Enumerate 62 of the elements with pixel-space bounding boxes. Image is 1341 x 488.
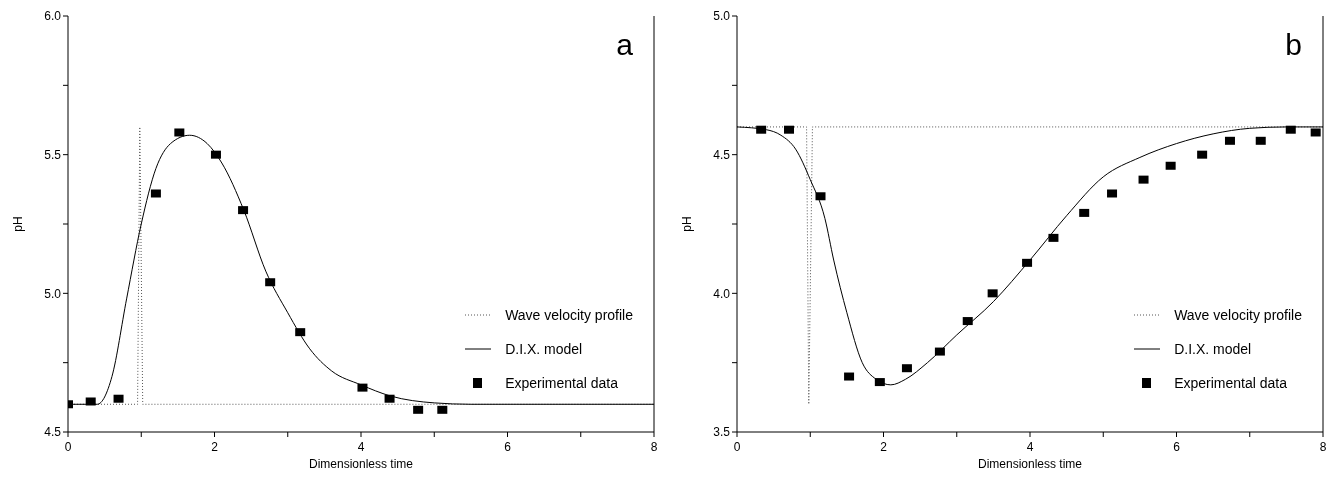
point: [1310, 128, 1321, 137]
y-axis-title: pH: [680, 216, 695, 232]
x-tick-label: 2: [211, 440, 219, 454]
point: [238, 206, 249, 215]
annotation: b: [1285, 28, 1302, 62]
point: [210, 150, 221, 159]
y-tick-label: 4.5: [713, 147, 731, 162]
point: [1224, 136, 1235, 145]
point: [987, 289, 998, 298]
legend-label: D.I.X. model: [505, 341, 583, 357]
point: [934, 347, 945, 356]
x-tick-label: 4: [1026, 440, 1034, 454]
point: [1079, 208, 1090, 217]
y-tick-label: 4.5: [44, 425, 62, 440]
x-tick-label: 6: [1173, 440, 1181, 454]
y-tick-label: 5.0: [44, 286, 62, 301]
y-tick-label: 4.0: [713, 286, 731, 301]
x-tick-label: 6: [504, 440, 512, 454]
point: [844, 372, 855, 381]
point: [437, 405, 448, 414]
point: [413, 405, 424, 414]
y-tick-label: 6.0: [44, 9, 62, 24]
x-tick-label: 4: [357, 440, 365, 454]
point: [784, 125, 795, 134]
point: [265, 278, 276, 287]
point: [1022, 258, 1033, 267]
point: [1197, 150, 1208, 159]
point: [384, 394, 395, 403]
point: [1165, 161, 1176, 170]
point: [174, 128, 185, 137]
point: [756, 125, 767, 134]
point: [1285, 125, 1296, 134]
y-tick-label: 5.5: [44, 147, 62, 162]
y-tick-label: 5.0: [713, 9, 731, 24]
x-tick-label: 0: [64, 440, 72, 454]
x-tick-label: 8: [650, 440, 658, 454]
legend-label: Experimental data: [505, 375, 618, 391]
point: [962, 317, 973, 326]
x-tick-label: 2: [880, 440, 888, 454]
x-axis-title: Dimensionless time: [308, 457, 414, 471]
point: [1107, 189, 1118, 198]
point: [1255, 136, 1266, 145]
point: [113, 394, 124, 403]
x-tick-label: 8: [1319, 440, 1327, 454]
y-tick-label: 3.5: [713, 425, 731, 440]
legend-label: Wave velocity profile: [505, 307, 633, 323]
x-tick-label: 0: [733, 440, 741, 454]
legend-label: D.I.X. model: [1174, 341, 1252, 357]
point: [357, 383, 368, 392]
point: [150, 189, 161, 198]
point: [85, 397, 96, 406]
legend-label: Experimental data: [1174, 375, 1287, 391]
y-axis-title: pH: [11, 216, 26, 232]
point: [901, 364, 912, 373]
point: [1138, 175, 1149, 184]
legend-label: Wave velocity profile: [1174, 307, 1302, 323]
point: [874, 378, 885, 387]
point: [815, 192, 826, 201]
annotation: a: [616, 28, 633, 62]
point: [1048, 233, 1059, 242]
point: [295, 328, 306, 337]
x-axis-title: Dimensionless time: [977, 457, 1083, 471]
